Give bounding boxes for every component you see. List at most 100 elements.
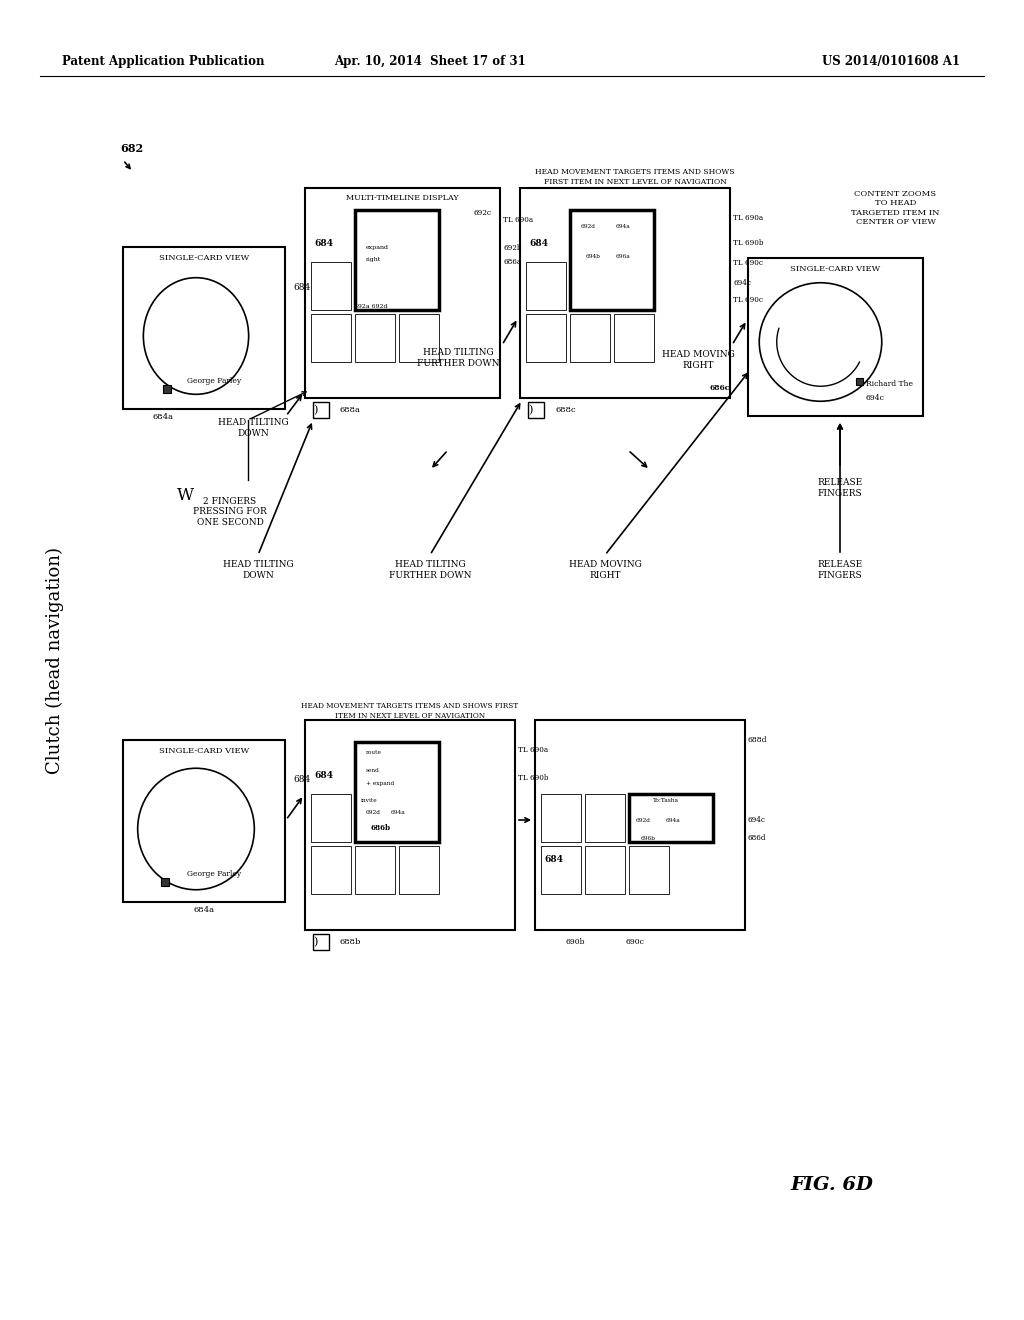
Text: 690b: 690b <box>565 939 585 946</box>
Bar <box>355 314 395 362</box>
Bar <box>629 795 669 842</box>
Text: 696a: 696a <box>616 253 631 259</box>
Text: TL 690c: TL 690c <box>733 296 763 304</box>
Bar <box>748 257 923 416</box>
Text: HEAD TILTING
FURTHER DOWN: HEAD TILTING FURTHER DOWN <box>389 560 471 579</box>
Bar <box>570 210 610 257</box>
Text: HEAD MOVEMENT TARGETS ITEMS AND SHOWS: HEAD MOVEMENT TARGETS ITEMS AND SHOWS <box>536 168 735 176</box>
Text: To:Tasha: To:Tasha <box>653 797 679 803</box>
Text: right: right <box>366 257 381 263</box>
Bar <box>614 210 654 257</box>
Text: 692d: 692d <box>366 810 381 816</box>
Bar <box>305 187 500 399</box>
Bar <box>311 846 351 894</box>
Text: CONTENT ZOOMS
TO HEAD
TARGETED ITEM IN
CENTER OF VIEW: CONTENT ZOOMS TO HEAD TARGETED ITEM IN C… <box>851 190 940 226</box>
Bar <box>355 210 439 310</box>
Text: route: route <box>366 751 382 755</box>
Text: HEAD MOVING
RIGHT: HEAD MOVING RIGHT <box>662 350 734 370</box>
Text: 692b: 692b <box>503 244 521 252</box>
Text: TL 690a: TL 690a <box>503 216 534 224</box>
Bar <box>313 403 329 418</box>
Text: 692d: 692d <box>636 817 651 822</box>
Bar <box>855 378 862 385</box>
Bar <box>443 742 483 789</box>
Text: TL 690b: TL 690b <box>733 239 764 247</box>
Text: 686b: 686b <box>371 824 391 832</box>
Text: 692c: 692c <box>474 209 492 216</box>
Bar <box>522 314 728 362</box>
Bar <box>399 314 439 362</box>
Text: 682: 682 <box>120 143 143 153</box>
Text: 694a: 694a <box>391 810 406 816</box>
Bar <box>161 878 169 886</box>
Text: 2 FINGERS
PRESSING FOR
ONE SECOND: 2 FINGERS PRESSING FOR ONE SECOND <box>194 498 267 527</box>
Text: 684: 684 <box>544 855 563 865</box>
Text: HEAD TILTING
DOWN: HEAD TILTING DOWN <box>222 560 293 579</box>
Text: Apr. 10, 2014  Sheet 17 of 31: Apr. 10, 2014 Sheet 17 of 31 <box>334 55 526 69</box>
Bar <box>541 846 581 894</box>
Text: MULTI-TIMELINE DISPLAY: MULTI-TIMELINE DISPLAY <box>346 194 459 202</box>
Text: 688a: 688a <box>340 407 360 414</box>
Bar <box>307 314 498 362</box>
Text: US 2014/0101608 A1: US 2014/0101608 A1 <box>822 55 961 69</box>
Text: Patent Application Publication: Patent Application Publication <box>62 55 264 69</box>
Text: ITEM IN NEXT LEVEL OF NAVIGATION: ITEM IN NEXT LEVEL OF NAVIGATION <box>335 711 485 719</box>
Text: 686a: 686a <box>503 257 521 267</box>
Bar <box>123 741 285 902</box>
Text: 684: 684 <box>293 776 310 784</box>
Text: 694c: 694c <box>748 816 766 824</box>
Bar <box>537 795 743 842</box>
Text: send: send <box>366 767 380 772</box>
Text: SINGLE-CARD VIEW: SINGLE-CARD VIEW <box>791 265 881 273</box>
Bar <box>311 795 351 842</box>
Bar <box>522 261 728 310</box>
Text: TL 690a: TL 690a <box>733 214 763 222</box>
Text: 684: 684 <box>529 239 548 248</box>
Bar <box>522 210 728 257</box>
Text: 684: 684 <box>293 282 310 292</box>
Bar <box>537 846 743 894</box>
Bar <box>673 742 713 789</box>
Text: George Farley: George Farley <box>187 870 241 878</box>
Text: 692d: 692d <box>581 223 596 228</box>
Bar <box>307 742 513 789</box>
Bar <box>163 385 171 393</box>
Text: FIG. 6D: FIG. 6D <box>790 1176 872 1195</box>
Bar <box>307 261 498 310</box>
Text: Clutch (head navigation): Clutch (head navigation) <box>46 546 65 774</box>
Text: HEAD TILTING
FURTHER DOWN: HEAD TILTING FURTHER DOWN <box>417 348 500 368</box>
Text: 692a 692d: 692a 692d <box>354 304 388 309</box>
Bar <box>399 846 439 894</box>
Text: SINGLE-CARD VIEW: SINGLE-CARD VIEW <box>159 253 249 261</box>
Text: TL 690c: TL 690c <box>733 259 763 267</box>
Bar <box>443 795 483 842</box>
Text: 684a: 684a <box>194 906 214 913</box>
Bar <box>307 210 498 257</box>
Bar <box>311 261 351 310</box>
Text: Richard The: Richard The <box>865 380 912 388</box>
Text: 684a: 684a <box>153 413 173 421</box>
Bar <box>355 795 395 842</box>
Text: SINGLE-CARD VIEW: SINGLE-CARD VIEW <box>159 747 249 755</box>
Text: 686d: 686d <box>748 834 767 842</box>
Bar <box>443 210 483 257</box>
Bar <box>355 742 439 842</box>
Text: invite: invite <box>361 797 378 803</box>
Text: 696b: 696b <box>641 836 656 841</box>
Bar <box>570 314 610 362</box>
Text: 694b: 694b <box>586 253 601 259</box>
Text: + expand: + expand <box>366 780 394 785</box>
Bar <box>123 247 285 409</box>
Text: W: W <box>176 487 194 503</box>
Bar <box>443 314 483 362</box>
Bar <box>355 846 395 894</box>
Bar <box>307 795 513 842</box>
Bar <box>526 261 566 310</box>
Text: 686c: 686c <box>710 384 730 392</box>
Bar <box>614 314 654 362</box>
Bar <box>629 846 669 894</box>
Bar <box>658 210 698 257</box>
Bar <box>311 314 351 362</box>
Text: RELEASE
FINGERS: RELEASE FINGERS <box>817 560 862 579</box>
Bar <box>520 187 730 399</box>
